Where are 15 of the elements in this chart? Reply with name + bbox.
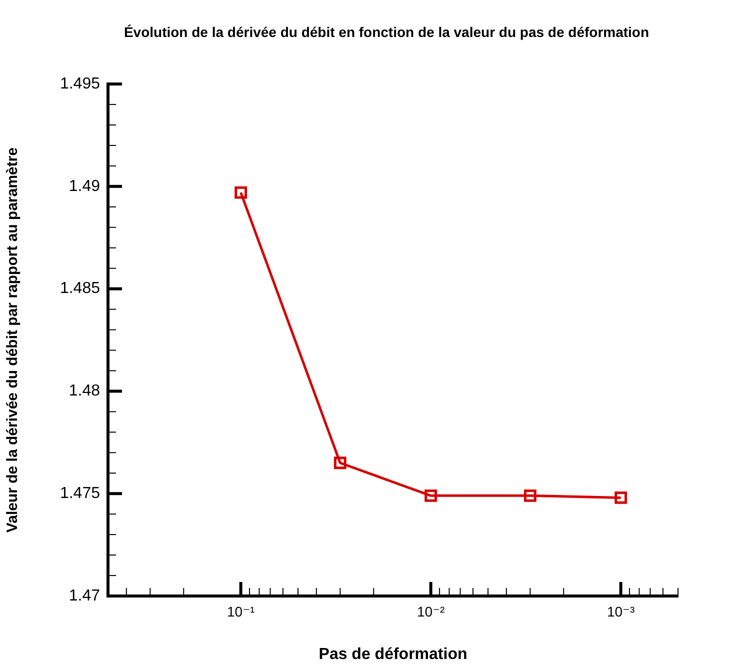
x-axis-title: Pas de déformation [318, 646, 468, 663]
point [234, 186, 248, 199]
y-tick-label: 1.47 [68, 587, 100, 604]
y-tick-label: 1.485 [60, 280, 100, 298]
y-tick-label: 1.49 [68, 178, 100, 195]
y-axis-title: Valeur de la dérivée du débit par rapport au paramètre [4, 147, 22, 533]
point [614, 491, 628, 504]
x-tick-label: 10⁻¹ [226, 603, 255, 620]
x-tick-label: 10⁻² [416, 603, 445, 620]
point [424, 489, 438, 502]
y-tick-label: 1.495 [60, 75, 100, 92]
y-tick-label: 1.48 [68, 382, 100, 400]
y-tick-label: 1.475 [60, 485, 100, 502]
x-tick-label: 10⁻³ [606, 603, 635, 620]
chart-title: Évolution de la dérivée du débit en fonction de la valeur du pas de déformation [124, 24, 650, 40]
